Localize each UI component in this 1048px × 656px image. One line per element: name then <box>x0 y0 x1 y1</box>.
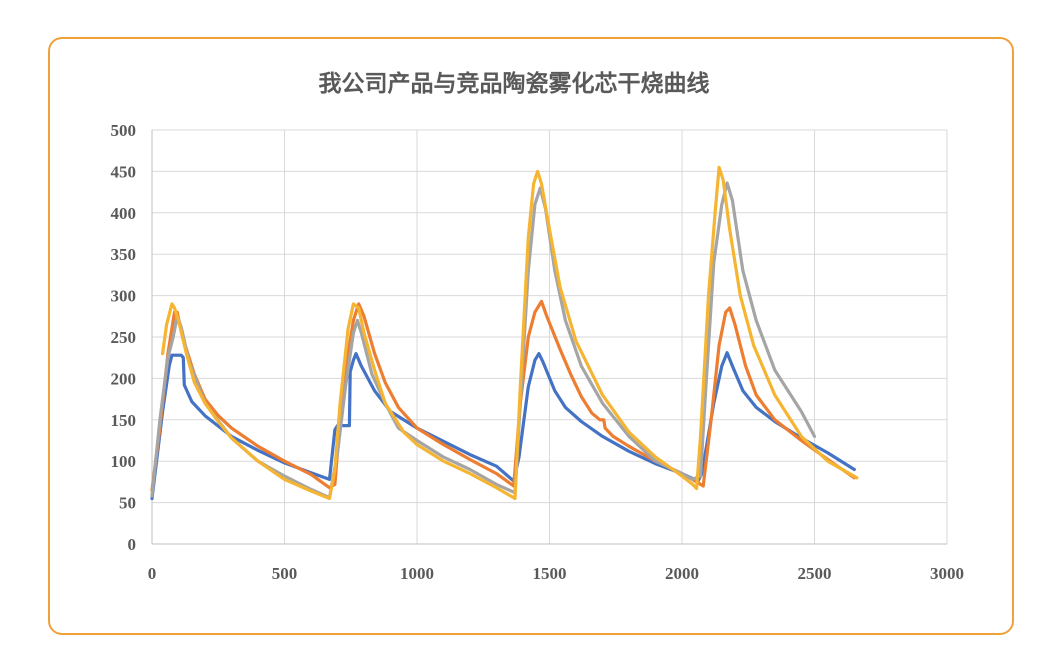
y-tick-label: 400 <box>111 204 137 223</box>
axes <box>151 130 947 545</box>
x-tick-label: 500 <box>272 564 298 583</box>
series-line-2 <box>150 299 856 492</box>
chart-frame <box>48 37 1014 635</box>
y-tick-label: 500 <box>111 121 137 140</box>
x-tick-label: 2500 <box>798 564 832 583</box>
x-tick-label: 3000 <box>930 564 964 583</box>
y-tick-label: 200 <box>111 369 137 388</box>
y-tick-label: 150 <box>111 411 137 430</box>
y-tick-label: 350 <box>111 245 137 264</box>
series-group <box>150 165 859 501</box>
y-tick-label: 100 <box>111 452 137 471</box>
x-tick-label: 2000 <box>665 564 699 583</box>
tick-labels: 0 50 100 150 200 250 300 350 400 450 500 0 500 1000 15… <box>111 121 965 583</box>
series-line-4 <box>161 165 859 501</box>
y-tick-label: 50 <box>119 494 136 513</box>
x-tick-label: 0 <box>148 564 157 583</box>
x-tick-label: 1500 <box>533 564 567 583</box>
x-tick-label: 1000 <box>400 564 434 583</box>
y-tick-label: 0 <box>128 535 137 554</box>
gridlines <box>152 129 948 544</box>
y-tick-label: 250 <box>111 328 137 347</box>
series-line-1 <box>150 351 856 501</box>
chart-title: 我公司产品与竞品陶瓷雾化芯干烧曲线 <box>318 71 710 97</box>
y-tick-label: 300 <box>111 287 137 306</box>
y-tick-label: 450 <box>111 162 137 181</box>
